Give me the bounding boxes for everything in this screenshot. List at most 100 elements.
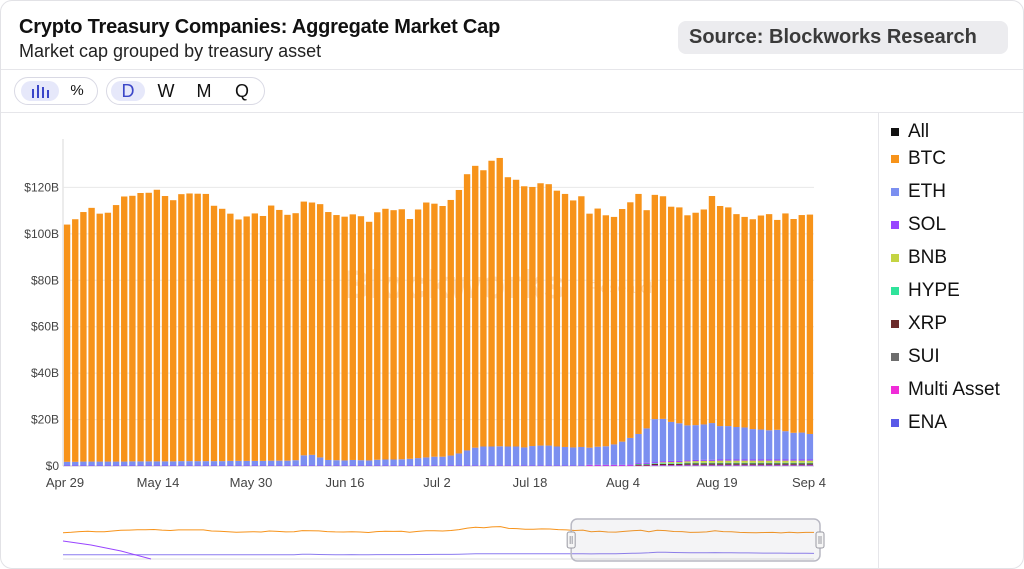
period-week-button[interactable]: W [157, 81, 175, 101]
bar-segment-sol [259, 465, 267, 467]
bar-segment-eth [594, 446, 601, 465]
bar-segment-sol [202, 465, 210, 467]
bar-segment-hype [725, 462, 732, 464]
bar-segment-btc [570, 200, 577, 448]
bar-segment-multi-asset [643, 465, 650, 467]
bar-segment-sui [798, 464, 805, 466]
bar-segment-eth [194, 461, 201, 466]
bar-segment-hype [790, 462, 797, 464]
navigator-handle-left[interactable] [566, 531, 576, 549]
bar-segment-eth [635, 433, 642, 463]
bar-segment-btc [521, 186, 528, 448]
bar-segment-bnb [733, 460, 740, 463]
bar-segment-eth [806, 433, 814, 460]
bar-segment-eth [610, 444, 618, 465]
bar-segment-eth [96, 461, 103, 466]
bar-segment-xrp [659, 463, 667, 466]
bar-segment-btc [676, 207, 683, 424]
bar-segment-ena [716, 465, 724, 467]
bar-segment-sol [186, 465, 193, 467]
bar-segment-eth [676, 423, 683, 461]
bar-segment-btc [349, 214, 356, 460]
bar-segment-sol [455, 465, 463, 467]
period-day-button[interactable]: D [111, 81, 145, 101]
period-month-button[interactable]: M [196, 81, 212, 101]
bar-segment-sol [602, 464, 610, 466]
bar-segment-sol [716, 459, 724, 461]
bar-segment-eth [137, 461, 144, 466]
stacked-bar-chart: $0$20B$40B$60B$80B$100B$120BBlockworksRe… [24, 139, 826, 562]
bar-segment-bnb [806, 460, 814, 463]
navigator-handle-right[interactable] [815, 531, 825, 549]
period-quarter-button[interactable]: Q [234, 81, 249, 101]
bar-segment-sol [692, 459, 699, 462]
legend-label: SOL [908, 214, 947, 235]
bar-segment-sol [798, 459, 805, 461]
bar-segment-multi-asset [798, 465, 805, 466]
bar-segment-eth [202, 461, 210, 466]
bar-segment-sol [480, 465, 487, 467]
y-tick-label: $80B [31, 273, 59, 287]
bar-segment-btc [545, 184, 552, 446]
bar-segment-multi-asset [716, 465, 724, 466]
bar-segment-eth [161, 461, 169, 466]
bar-segment-bnb [700, 460, 707, 463]
bar-segment-eth [512, 446, 520, 466]
bar-segment-hype [765, 462, 773, 464]
bar-segment-multi-asset [749, 465, 756, 466]
bar-segment-sol [88, 465, 95, 467]
bar-segment-eth [774, 429, 781, 460]
bar-segment-sol [284, 465, 291, 467]
bar-segment-eth [455, 453, 463, 466]
bar-segment-btc [423, 202, 430, 458]
bar-segment-btc [227, 213, 234, 461]
bar-segment-multi-asset [692, 465, 699, 466]
bar-segment-sol [488, 465, 495, 467]
bar-segment-ena [667, 465, 675, 467]
bar-segment-sol [765, 459, 773, 461]
bar-segment-hype [667, 463, 675, 464]
bar-segment-ena [700, 465, 707, 467]
bar-segment-btc [594, 208, 601, 447]
bar-segment-btc [178, 194, 185, 462]
bar-segment-btc [765, 214, 773, 431]
bar-segment-btc [667, 206, 675, 422]
bar-segment-sui [708, 464, 716, 466]
bar-segment-btc [447, 199, 454, 456]
y-tick-label: $120B [24, 180, 59, 194]
bar-segment-btc [170, 200, 177, 462]
bar-segment-eth [529, 446, 536, 466]
bar-segment-xrp [733, 463, 740, 465]
absolute-view-button[interactable] [21, 81, 59, 101]
bar-segment-btc [496, 157, 503, 447]
bar-segment-sol [635, 462, 642, 464]
bar-segment-eth [186, 461, 193, 466]
bar-segment-sol [578, 465, 585, 467]
bar-segment-btc [382, 208, 389, 460]
bar-segment-sol [292, 465, 299, 467]
bar-segment-sui [774, 464, 781, 466]
bar-segment-sol [561, 465, 569, 467]
percent-view-button[interactable]: % [63, 81, 91, 101]
bar-segment-btc [512, 179, 520, 447]
bar-segment-sol [667, 460, 675, 463]
y-tick-label: $100B [24, 227, 59, 241]
bar-segment-sol [170, 465, 177, 467]
bar-segment-sol [618, 464, 626, 466]
bar-segment-btc [284, 214, 291, 461]
bar-segment-eth [447, 455, 454, 466]
bar-segment-sol [741, 459, 748, 461]
bar-segment-eth [276, 460, 283, 466]
bar-segment-sol [414, 465, 422, 467]
bar-segment-hype [806, 462, 814, 464]
bar-segment-btc [194, 193, 201, 462]
bar-segment-btc [455, 189, 463, 454]
legend-swatch [891, 287, 899, 295]
bar-segment-eth [235, 460, 242, 466]
bar-segment-eth [365, 460, 373, 466]
bar-segment-xrp [749, 463, 756, 465]
bar-segment-btc [276, 209, 283, 461]
bar-segment-sui [806, 464, 814, 466]
bar-segment-sol [96, 465, 103, 467]
bar-segment-eth [741, 427, 748, 460]
